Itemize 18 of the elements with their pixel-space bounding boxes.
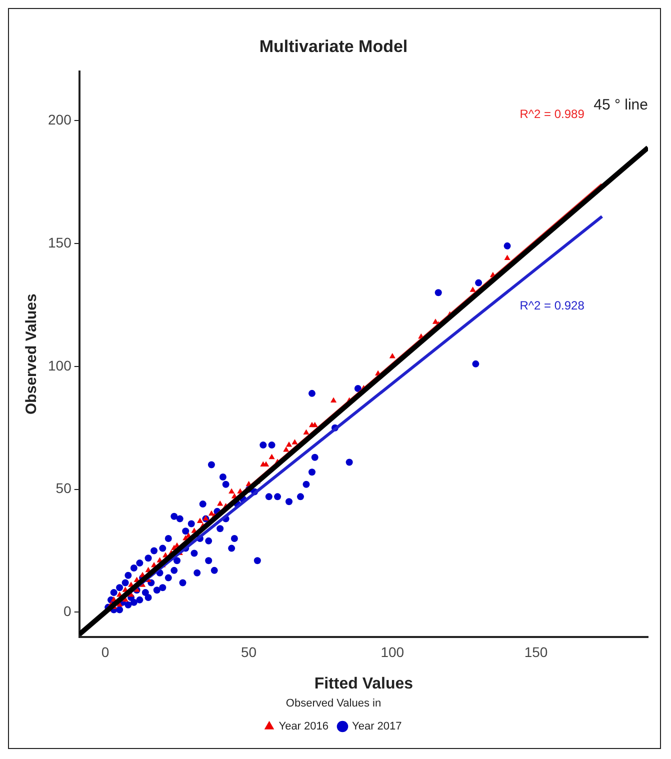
legend-label: Year 2016 [278,720,329,733]
x-axis-title: Fitted Values [314,676,414,693]
chart-title: Multivariate Model [259,36,408,56]
y-tick-label: 100 [48,357,72,374]
series-label: R^2 = 0.928 [520,298,585,313]
legend-label: Year 2017 [352,720,402,733]
y-axis-title: Observed Values [23,294,40,415]
legend-title: Observed Values in [286,697,382,710]
x-tick-label: 0 [101,644,110,660]
y-tick-label: 50 [56,480,72,496]
y-tick-label: 200 [48,111,72,128]
text: 45 ° line [594,96,648,114]
text: R^2 = 0.989 [520,106,585,121]
y-tick-label: 0 [64,603,72,620]
x-tick-label: 150 [524,644,548,660]
y-tick-label: 150 [48,234,72,250]
x-tick-label: 50 [241,644,257,660]
x-tick-label: 100 [380,644,404,660]
